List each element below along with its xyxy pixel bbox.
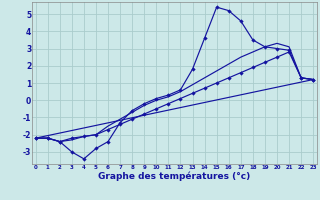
X-axis label: Graphe des températures (°c): Graphe des températures (°c): [98, 171, 251, 181]
